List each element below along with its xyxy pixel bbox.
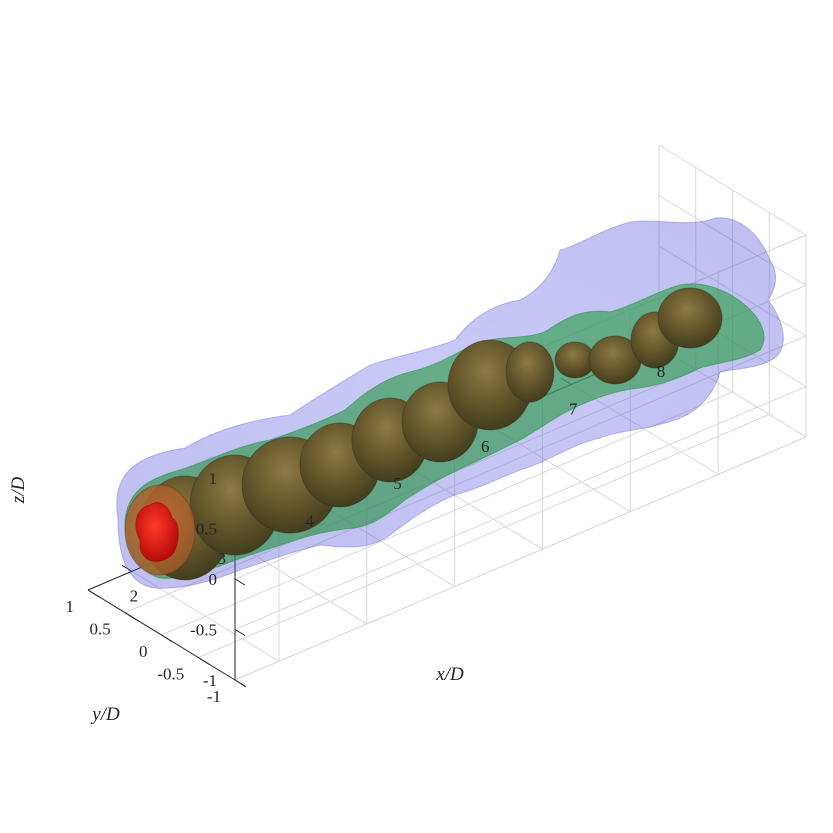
x-tick-label: 4 bbox=[305, 512, 314, 531]
z-tick-mark bbox=[234, 679, 246, 687]
grid-line-floor-y bbox=[234, 436, 807, 681]
tick-labels: 2 3 4 5 6 7 8 1 0.5 0 -0.5 -1 1 0.5 0 -0.5 -1 x/D y/D z/D bbox=[8, 362, 665, 725]
isosurface-core bbox=[135, 502, 179, 562]
y-tick-mark bbox=[124, 612, 137, 620]
grid-line-side-z bbox=[658, 144, 807, 236]
x-tick-label: 5 bbox=[393, 474, 402, 493]
grid-line-floor-y bbox=[198, 414, 770, 658]
x-tick-label: 7 bbox=[569, 399, 578, 418]
x-axis-label: x/D bbox=[435, 664, 464, 685]
y-tick-mark bbox=[197, 657, 210, 665]
y-tick-mark bbox=[87, 589, 100, 598]
y-tick-label: 1 bbox=[66, 597, 75, 616]
z-tick-label: 0.5 bbox=[196, 520, 217, 539]
x-tick-label: 3 bbox=[218, 549, 227, 568]
y-axis-label: y/D bbox=[90, 704, 120, 725]
y-tick-label: 0.5 bbox=[90, 620, 111, 639]
x-tick-label: 2 bbox=[130, 586, 139, 605]
y-tick-label: -1 bbox=[207, 687, 221, 706]
z-tick-label: -0.5 bbox=[190, 621, 217, 640]
x-tick-label: 6 bbox=[481, 437, 490, 456]
grid-line-floor-y bbox=[161, 391, 733, 636]
y-tick-label: -0.5 bbox=[157, 665, 184, 684]
z-tick-label: -1 bbox=[203, 671, 217, 690]
grid-line-back-z bbox=[234, 386, 807, 630]
z-tick-label: 0 bbox=[209, 570, 218, 589]
y-tick-mark bbox=[161, 634, 173, 643]
x-tick-label: 8 bbox=[657, 362, 666, 381]
z-tick-label: 1 bbox=[209, 469, 218, 488]
z-tick-mark bbox=[234, 629, 246, 636]
isosurfaces bbox=[116, 217, 784, 589]
z-tick-mark bbox=[234, 578, 246, 586]
y-tick-label: 0 bbox=[139, 642, 148, 661]
z-axis-label: z/D bbox=[8, 477, 29, 505]
